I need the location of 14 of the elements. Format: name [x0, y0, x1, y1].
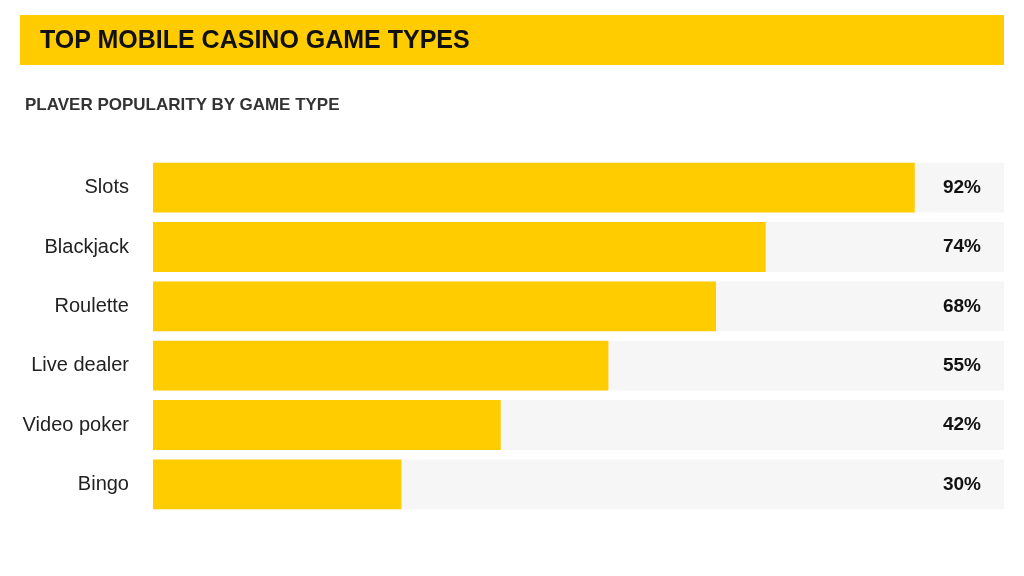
y-tick-label: Bingo: [77, 471, 129, 494]
chart-subtitle: PLAVER POPULARITY BY GAME TYPE: [25, 95, 340, 115]
y-tick-label: Roulette: [54, 293, 129, 316]
data-label: 74%: [942, 235, 982, 257]
data-label: 30%: [942, 472, 982, 494]
chart-title: TOP MOBILE CASINO GAME TYPES: [40, 25, 470, 54]
y-tick-label: Video poker: [22, 412, 130, 435]
data-label: 55%: [942, 353, 982, 375]
y-tick-label: Live dealer: [31, 353, 130, 376]
data-label: 42%: [942, 413, 982, 435]
y-tick-label: Slots: [84, 175, 129, 198]
y-tick-label: Blackjack: [44, 234, 130, 257]
data-label: 92%: [942, 175, 982, 197]
data-label: 68%: [942, 294, 982, 316]
